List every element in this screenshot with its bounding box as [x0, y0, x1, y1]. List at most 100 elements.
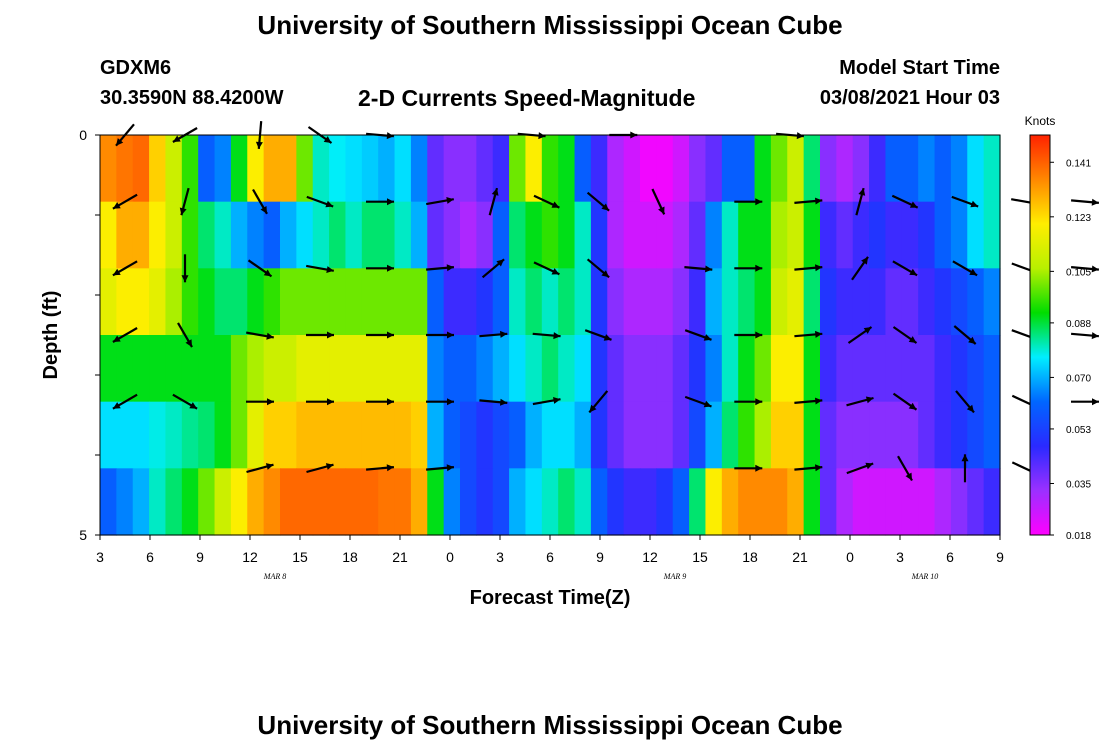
heatmap-cell	[607, 268, 625, 336]
heatmap-cell	[689, 468, 707, 536]
vector-head	[112, 202, 121, 209]
heatmap-cell	[869, 401, 887, 469]
heatmap-cell	[492, 201, 510, 269]
heatmap-cell	[656, 468, 674, 536]
heatmap-cell	[967, 135, 985, 203]
heatmap-cell	[427, 401, 445, 469]
current-vector	[532, 332, 561, 340]
heatmap-cell	[198, 335, 216, 403]
heatmap-cell	[345, 401, 363, 469]
plot-title: 2-D Currents Speed-Magnitude	[358, 85, 696, 111]
heatmap-cell	[443, 335, 461, 403]
heatmap-cell	[460, 468, 477, 536]
heatmap-cell	[509, 468, 527, 536]
station-id: GDXM6	[100, 57, 172, 79]
heatmap-cell	[378, 268, 396, 336]
heatmap-cell	[885, 201, 903, 269]
vector-head	[267, 398, 274, 406]
heatmap-cell	[492, 335, 510, 403]
heatmap-cell	[443, 201, 461, 269]
heatmap-cell	[623, 468, 641, 536]
heatmap-cell	[869, 268, 887, 336]
vector-head	[116, 138, 124, 146]
heatmap-cell	[361, 268, 379, 336]
heatmap-cell	[836, 401, 854, 469]
heatmap-cell	[983, 268, 1001, 336]
heatmap-cell	[574, 135, 592, 203]
heatmap-cell	[738, 401, 756, 469]
current-vector	[951, 195, 979, 208]
heatmap-cell	[770, 135, 788, 203]
heatmap-cell	[476, 201, 494, 269]
x-tick-label: 3	[496, 549, 504, 565]
heatmap-cell	[770, 468, 788, 536]
current-vector	[366, 464, 394, 472]
heatmap-cell	[950, 335, 968, 403]
vector-head	[908, 336, 917, 343]
heatmap-cell	[247, 401, 265, 469]
heatmap-cell	[312, 201, 330, 269]
heatmap-cell	[165, 135, 183, 203]
heatmap-cell	[247, 268, 265, 336]
heatmap-cell	[181, 268, 199, 336]
vector-head	[601, 270, 610, 278]
heatmap-cell	[541, 468, 559, 536]
current-vector	[651, 188, 666, 215]
vector-head	[181, 275, 189, 283]
heatmap-cell	[721, 135, 739, 203]
heatmap-cell	[770, 401, 788, 469]
heatmap-cell	[230, 135, 248, 203]
vector-head	[325, 463, 334, 470]
vector-head	[265, 463, 274, 470]
colorbar-tick-label: 0.018	[1066, 531, 1091, 542]
heatmap-cell	[280, 468, 297, 536]
vector-head	[500, 398, 508, 406]
heatmap-cell	[836, 268, 854, 336]
current-vector	[177, 322, 193, 348]
current-vector	[794, 197, 823, 205]
heatmap-cell	[116, 401, 134, 469]
heatmap-cell	[181, 468, 199, 536]
heatmap-cell	[263, 468, 281, 536]
current-vector	[961, 454, 969, 483]
heatmap-cell	[983, 468, 1001, 536]
heatmap-cell	[312, 335, 330, 403]
heatmap-cell	[558, 268, 576, 336]
vector-head	[865, 462, 874, 470]
heatmap-cell	[950, 468, 968, 536]
heatmap-cell	[803, 401, 821, 469]
heatmap-cell	[738, 135, 756, 203]
heatmap-cell	[410, 401, 428, 469]
heatmap-cell	[590, 335, 608, 403]
heatmap-cell	[787, 468, 805, 536]
vector-head	[755, 331, 763, 339]
heatmap-cell	[901, 468, 919, 536]
heatmap-cell	[345, 135, 363, 203]
vector-head	[327, 398, 334, 406]
heatmap-cell	[590, 268, 608, 336]
heatmap-cell	[378, 201, 396, 269]
heatmap-cell	[329, 201, 347, 269]
heatmap-cell	[705, 401, 723, 469]
current-vector	[306, 264, 334, 273]
heatmap-cell	[574, 268, 592, 336]
heatmap-cell	[869, 468, 887, 536]
heatmap-cell	[672, 268, 690, 336]
vector-head	[1092, 398, 1099, 406]
heatmap-cell	[296, 335, 314, 403]
heatmap-cell	[132, 201, 150, 269]
heatmap-cell	[460, 201, 477, 269]
vector-head	[908, 402, 917, 410]
heatmap-cell	[640, 268, 657, 336]
heatmap-cell	[672, 401, 690, 469]
heatmap-cell	[705, 135, 723, 203]
heatmap-cell	[492, 268, 510, 336]
heatmap-cell	[787, 335, 805, 403]
heatmap-cell	[918, 135, 936, 203]
heatmap-cell	[329, 268, 347, 336]
heatmap-cell	[918, 268, 936, 336]
heatmap-cell	[198, 268, 216, 336]
heatmap-cell	[623, 201, 641, 269]
current-vector	[897, 455, 913, 482]
heatmap-cell	[689, 335, 707, 403]
